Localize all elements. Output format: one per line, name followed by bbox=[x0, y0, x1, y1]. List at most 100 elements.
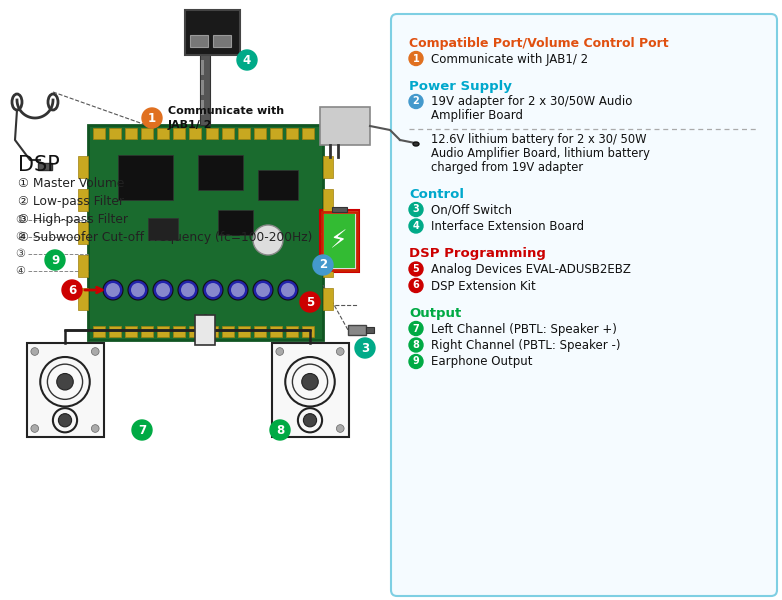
Circle shape bbox=[409, 202, 423, 217]
Circle shape bbox=[336, 347, 344, 355]
Bar bbox=[302, 326, 314, 337]
Bar bbox=[320, 210, 359, 272]
Circle shape bbox=[276, 425, 284, 433]
Text: 6: 6 bbox=[413, 280, 419, 290]
Bar bbox=[320, 107, 370, 145]
Bar bbox=[258, 170, 298, 200]
Circle shape bbox=[128, 280, 148, 300]
Text: Communicate with
JAB1/ 2: Communicate with JAB1/ 2 bbox=[168, 106, 284, 130]
Bar bbox=[78, 189, 88, 211]
Bar bbox=[323, 189, 333, 211]
Circle shape bbox=[313, 255, 333, 275]
Circle shape bbox=[106, 283, 120, 297]
Bar bbox=[109, 128, 121, 139]
Bar bbox=[201, 80, 204, 95]
Bar bbox=[88, 125, 323, 340]
Text: ② Low-pass Filter: ② Low-pass Filter bbox=[18, 195, 124, 208]
Text: DSP Extension Kit: DSP Extension Kit bbox=[431, 280, 536, 292]
Text: Analog Devices EVAL-ADUSB2EBZ: Analog Devices EVAL-ADUSB2EBZ bbox=[431, 263, 631, 276]
Bar bbox=[118, 155, 173, 200]
Bar bbox=[322, 212, 357, 270]
Bar bbox=[286, 326, 298, 337]
Circle shape bbox=[281, 283, 295, 297]
Text: Compatible Port/Volume Control Port: Compatible Port/Volume Control Port bbox=[409, 37, 669, 50]
Text: Audio Amplifier Board, lithium battery: Audio Amplifier Board, lithium battery bbox=[431, 147, 650, 160]
Text: DSP: DSP bbox=[18, 155, 59, 175]
Circle shape bbox=[31, 347, 38, 355]
Bar bbox=[238, 128, 249, 139]
Circle shape bbox=[103, 280, 123, 300]
Ellipse shape bbox=[413, 142, 419, 146]
Text: ④: ④ bbox=[15, 266, 25, 276]
Bar bbox=[213, 35, 231, 47]
Circle shape bbox=[253, 225, 283, 255]
Bar bbox=[142, 128, 153, 139]
Circle shape bbox=[203, 280, 223, 300]
Bar bbox=[185, 10, 240, 55]
Circle shape bbox=[270, 420, 290, 440]
Circle shape bbox=[206, 283, 220, 297]
Circle shape bbox=[153, 280, 173, 300]
Bar bbox=[38, 163, 52, 170]
FancyBboxPatch shape bbox=[391, 14, 777, 596]
Circle shape bbox=[178, 280, 198, 300]
Bar bbox=[302, 128, 314, 139]
Circle shape bbox=[237, 50, 257, 70]
Text: 19V adapter for 2 x 30/50W Audio: 19V adapter for 2 x 30/50W Audio bbox=[431, 95, 633, 109]
Circle shape bbox=[355, 338, 375, 358]
FancyBboxPatch shape bbox=[27, 343, 103, 437]
Bar bbox=[148, 218, 178, 240]
Circle shape bbox=[156, 283, 170, 297]
Circle shape bbox=[409, 338, 423, 352]
Text: 3: 3 bbox=[413, 205, 419, 214]
Bar bbox=[221, 326, 234, 337]
Bar bbox=[174, 326, 185, 337]
Bar bbox=[206, 326, 217, 337]
Bar bbox=[78, 222, 88, 244]
Text: Interface Extension Board: Interface Extension Board bbox=[431, 220, 584, 233]
Bar bbox=[324, 214, 355, 268]
Circle shape bbox=[253, 280, 273, 300]
Bar bbox=[221, 128, 234, 139]
Text: 7: 7 bbox=[413, 323, 419, 334]
Circle shape bbox=[91, 425, 99, 433]
Circle shape bbox=[256, 283, 270, 297]
Circle shape bbox=[409, 262, 423, 276]
Bar bbox=[286, 128, 298, 139]
Circle shape bbox=[409, 219, 423, 233]
Bar bbox=[125, 128, 137, 139]
Text: ⚡: ⚡ bbox=[330, 229, 348, 253]
Text: 12.6V lithium battery for 2 x 30/ 50W: 12.6V lithium battery for 2 x 30/ 50W bbox=[431, 133, 647, 146]
Text: charged from 19V adapter: charged from 19V adapter bbox=[431, 160, 583, 173]
Circle shape bbox=[45, 250, 65, 270]
Bar bbox=[323, 288, 333, 310]
Text: DSP Programming: DSP Programming bbox=[409, 247, 546, 260]
Bar bbox=[142, 326, 153, 337]
Bar bbox=[189, 128, 202, 139]
Circle shape bbox=[31, 425, 38, 433]
Bar bbox=[366, 327, 374, 333]
Bar bbox=[201, 60, 204, 75]
Text: 6: 6 bbox=[68, 283, 76, 296]
Text: Right Channel (PBTL: Speaker -): Right Channel (PBTL: Speaker -) bbox=[431, 339, 620, 352]
Bar bbox=[348, 325, 366, 335]
Circle shape bbox=[336, 425, 344, 433]
Text: 3: 3 bbox=[361, 341, 369, 355]
Text: 4: 4 bbox=[413, 221, 419, 231]
Circle shape bbox=[181, 283, 195, 297]
Text: 2: 2 bbox=[413, 97, 419, 107]
Text: 5: 5 bbox=[413, 264, 419, 274]
Text: Earphone Output: Earphone Output bbox=[431, 355, 533, 368]
Text: Communicate with JAB1/ 2: Communicate with JAB1/ 2 bbox=[431, 52, 588, 65]
Bar bbox=[253, 326, 266, 337]
Bar bbox=[201, 40, 204, 55]
Text: Amplifier Board: Amplifier Board bbox=[431, 109, 523, 122]
Bar bbox=[189, 326, 202, 337]
Text: 5: 5 bbox=[306, 295, 314, 308]
Text: 8: 8 bbox=[276, 424, 284, 437]
Text: 8: 8 bbox=[413, 340, 419, 350]
Circle shape bbox=[142, 108, 162, 128]
Circle shape bbox=[57, 373, 74, 390]
Bar bbox=[157, 326, 169, 337]
Bar bbox=[93, 326, 105, 337]
